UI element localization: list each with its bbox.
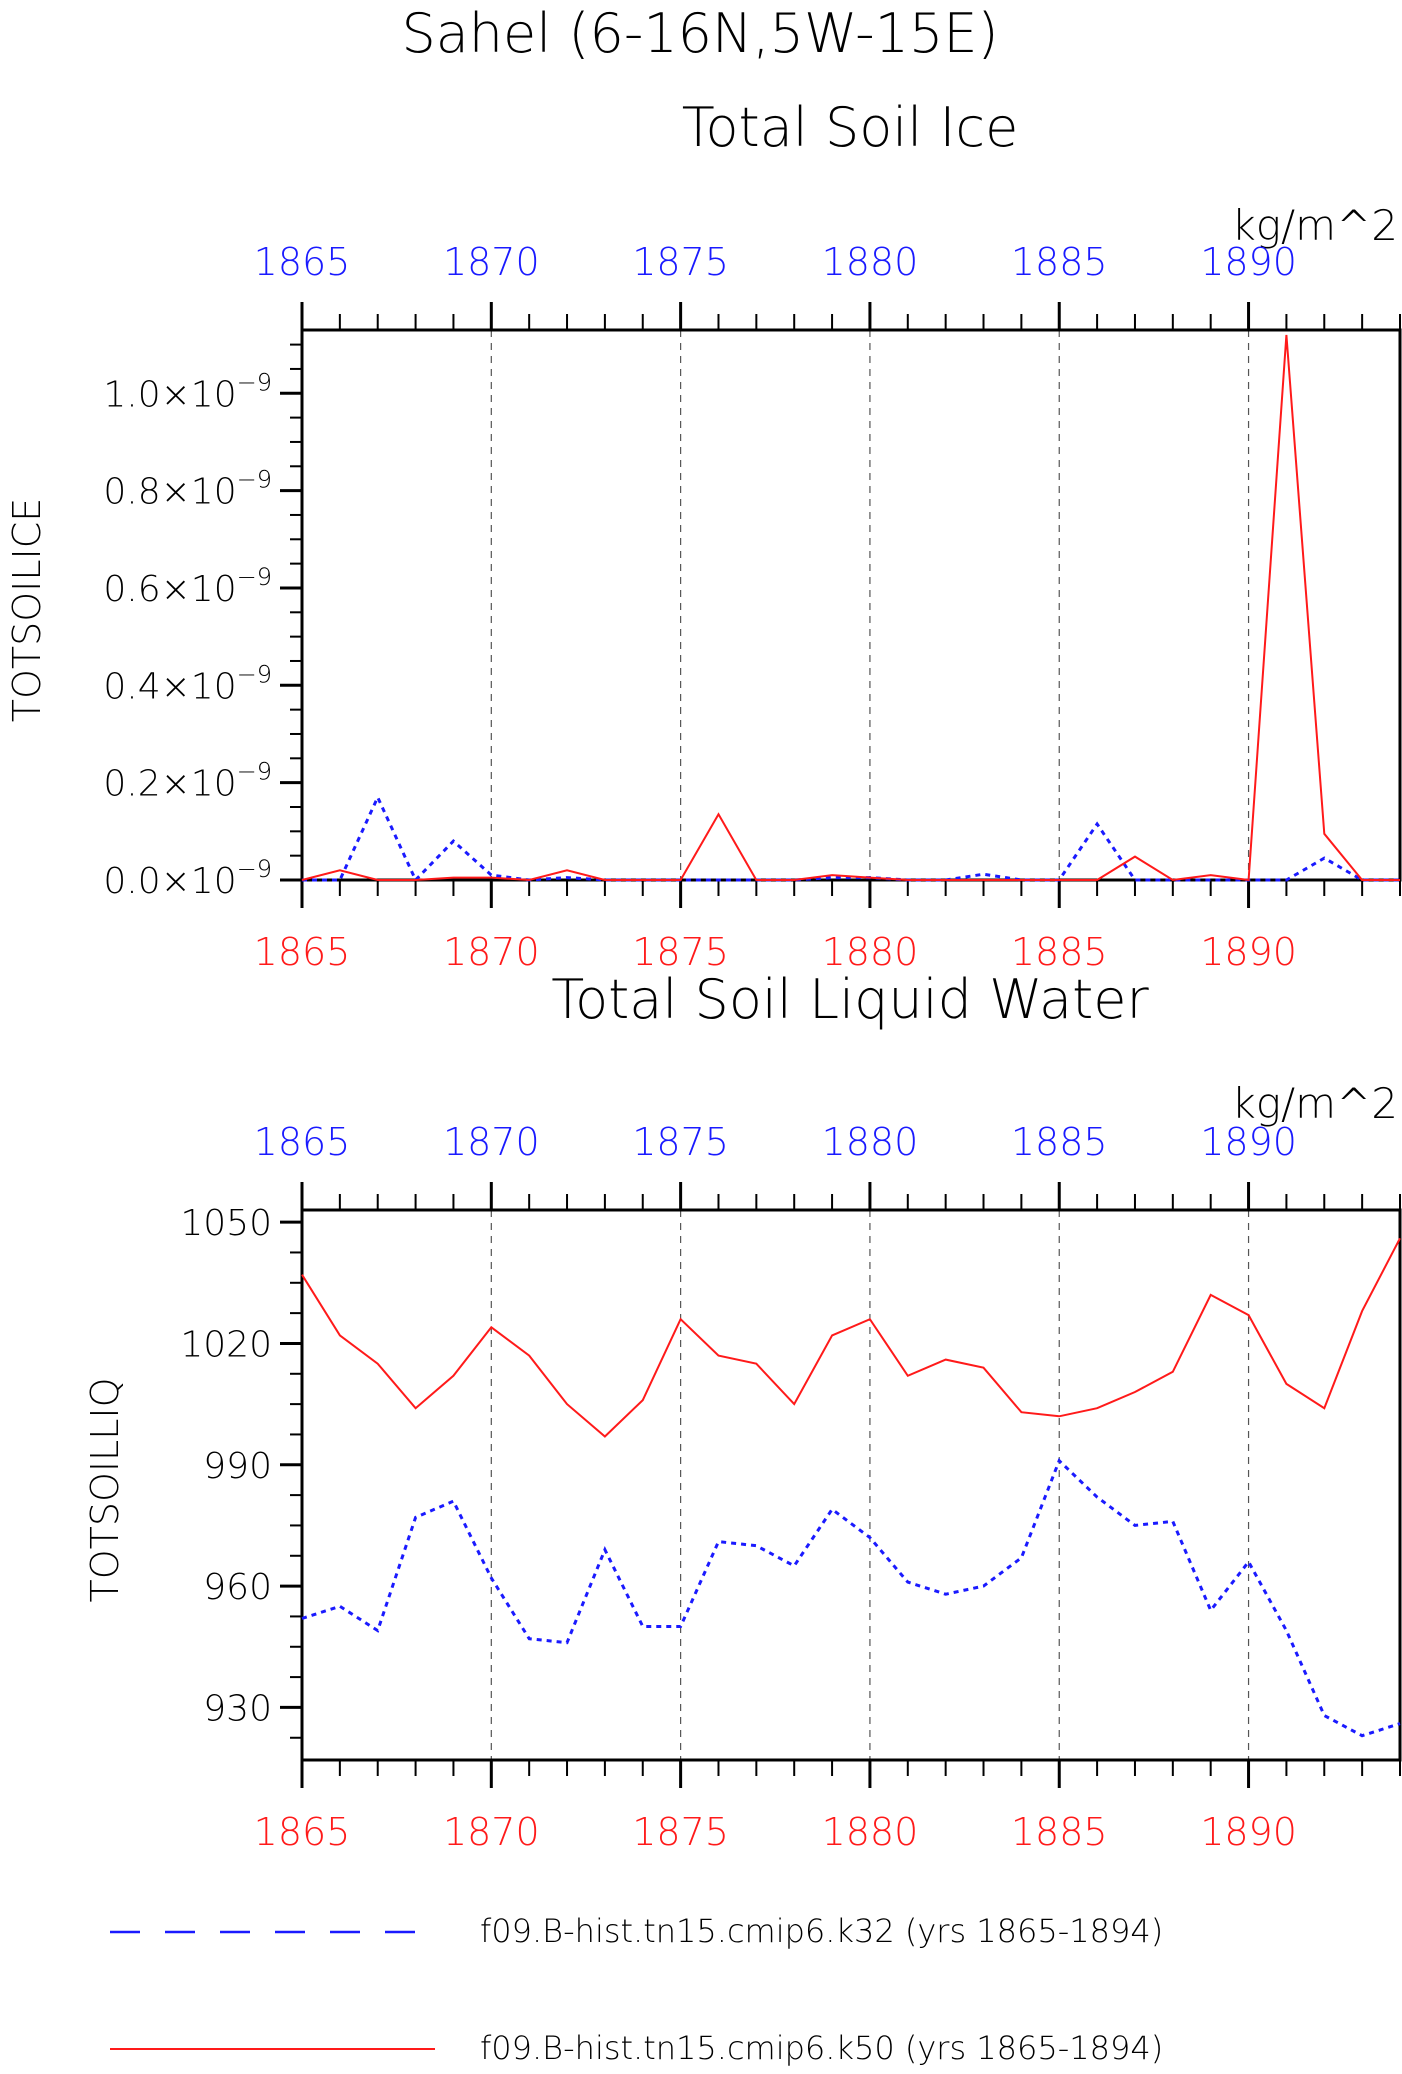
plot-frame [300,328,1402,882]
soil-ice-panel: Total Soil Ice kg/m^2 TOTSOILICE 1865 1865 18… [5,96,1402,974]
x-tick-label-bottom: 1885 [1011,1810,1108,1854]
legend-label-k50: f09.B-hist.tn15.cmip6.k50 (yrs 1865-1894… [480,2029,1163,2067]
soil-liquid-panel: Total Soil Liquid Water kg/m^2 TOTSOILLIQ 1… [83,968,1402,1854]
x-tick-label-bottom: 1890 [1200,930,1297,974]
panel-title: Total Soil Ice [682,96,1019,159]
y-tick-label-base: 1.0×10 [103,374,236,415]
legend: f09.B-hist.tn15.cmip6.k32 (yrs 1865-1894… [110,1912,1163,2067]
y-tick-label-exponent: −9 [237,563,272,591]
x-tick-label-bottom: 1870 [443,930,540,974]
panel-title: Total Soil Liquid Water [551,968,1149,1031]
y-tick-label: 930 [203,1688,272,1729]
y-tick-label-exponent: −9 [237,758,272,786]
y-tick-label-base: 1050 [180,1203,272,1244]
x-tick-label-bottom: 1885 [1011,930,1108,974]
y-tick-label-exponent: −9 [237,466,272,494]
series-line-k50 [301,1237,1401,1438]
y-tick-label: 1020 [180,1324,272,1365]
y-tick-label: 0.0×10−9 [103,855,272,902]
y-tick-label-base: 960 [203,1567,272,1608]
x-tick-label-bottom: 1880 [822,1810,919,1854]
y-tick-label-base: 990 [203,1446,272,1487]
series-line-k32 [301,1458,1401,1738]
legend-label-k32: f09.B-hist.tn15.cmip6.k32 (yrs 1865-1894… [480,1912,1163,1950]
x-tick-label-top: 1880 [822,240,919,284]
y-tick-label-base: 0.4×10 [103,666,236,707]
series-line-k32 [302,793,1400,883]
x-tick-label-top: 1890 [1200,240,1297,284]
x-tick-label-top: 1875 [632,240,729,284]
y-tick-label-base: 0.6×10 [103,569,236,610]
y-axis-label: TOTSOILLIQ [83,1377,127,1602]
units-label: kg/m^2 [1231,1079,1398,1128]
units-label: kg/m^2 [1231,201,1398,250]
x-tick-label-top: 1880 [822,1120,919,1164]
x-tick-label-top: 1870 [443,240,540,284]
x-tick-label-top: 1865 [254,240,351,284]
x-tick-label-top: 1885 [1011,240,1108,284]
x-tick-label-bottom: 1875 [632,930,729,974]
y-tick-label-exponent: −9 [237,660,272,688]
y-tick-label: 990 [203,1446,272,1487]
y-tick-label-exponent: −9 [237,368,272,396]
y-axis-label: TOTSOILICE [5,498,49,723]
x-tick-label-top: 1885 [1011,1120,1108,1164]
y-tick-label-base: 0.0×10 [103,861,236,902]
y-tick-label: 0.6×10−9 [103,563,272,610]
series-line-k50 [301,334,1400,882]
x-tick-label-top: 1865 [254,1120,351,1164]
y-tick-label-exponent: −9 [237,855,272,883]
y-tick-label-base: 1020 [180,1324,272,1365]
x-tick-label-bottom: 1875 [632,1810,729,1854]
x-tick-label-bottom: 1870 [443,1810,540,1854]
x-tick-label-top: 1870 [443,1120,540,1164]
x-tick-label-bottom: 1880 [822,930,919,974]
plot-frame [300,1208,1402,1762]
y-tick-label-base: 0.2×10 [103,764,236,805]
x-tick-label-top: 1875 [632,1120,729,1164]
x-tick-label-bottom: 1865 [254,1810,351,1854]
x-tick-label-bottom: 1865 [254,930,351,974]
y-tick-label: 0.4×10−9 [103,660,272,707]
y-tick-label: 1.0×10−9 [103,368,272,415]
y-tick-label: 0.8×10−9 [103,466,272,513]
x-tick-label-top: 1890 [1200,1120,1297,1164]
y-tick-label-base: 0.8×10 [103,472,236,513]
y-tick-label: 0.2×10−9 [103,758,272,805]
figure-title: Sahel (6-16N,5W-15E) [401,2,998,65]
y-tick-label-base: 930 [203,1688,272,1729]
y-tick-label: 960 [203,1567,272,1608]
y-tick-label: 1050 [180,1203,272,1244]
x-tick-label-bottom: 1890 [1200,1810,1297,1854]
